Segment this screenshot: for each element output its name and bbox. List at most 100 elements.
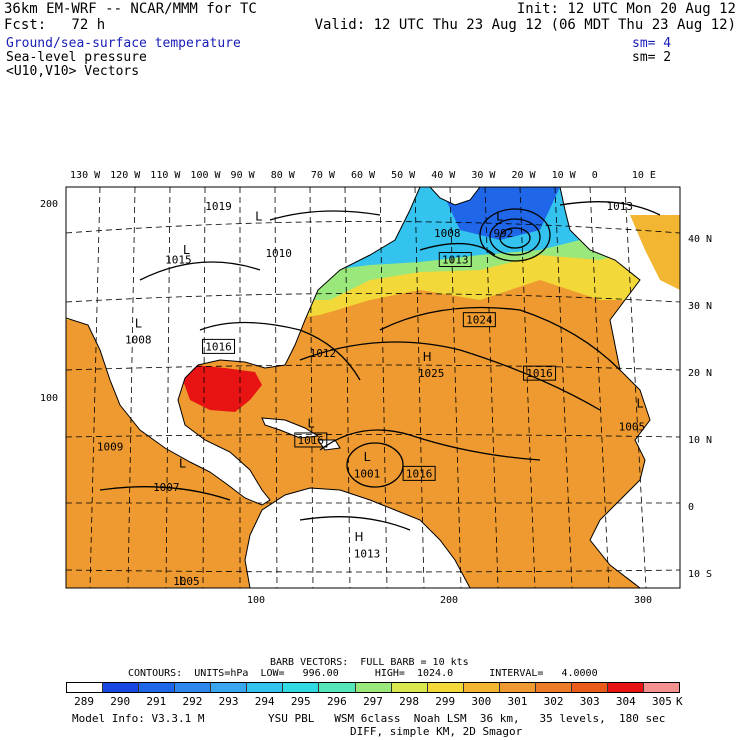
pressure-label-box [523,365,557,381]
colorbar-segment [282,683,319,692]
colorbar-label: 295 [290,695,311,708]
pressure-label: 1015 [165,254,192,267]
grid-x-300: 300 [634,595,653,606]
low-center-marker: L [179,574,186,588]
colorbar-label: 298 [399,695,420,708]
colorbar-segment [318,683,355,692]
latitude-label: 0 [688,501,695,513]
diffusion-info: DIFF, simple KM, 2D Smagor [350,725,523,738]
gulf-warm-pool [180,365,262,412]
pressure-label-box [201,338,235,354]
pressure-label: 1019 [205,200,232,213]
colorbar-label: 289 [74,695,94,708]
latitude-label: 10 N [688,434,713,446]
pressure-label-box [294,432,328,448]
longitude-label: 90 W [230,170,255,181]
pressure-label: 1025 [418,367,445,380]
north-america-land [66,187,421,506]
field-wind-label: <U10,V10> Vectors [6,64,140,79]
latitude-label: 40 N [688,234,713,246]
latitude-label: 10 S [688,568,713,580]
longitude-label: 100 W [190,170,221,181]
valid-time: Valid: 12 UTC Thu 23 Aug 12 (06 MDT Thu … [314,17,736,33]
longitude-label: 60 W [350,170,376,181]
longitude-label: 80 W [270,170,295,181]
pressure-label: 1013 [442,254,469,267]
colorbar-label: 301 [507,695,528,708]
longitude-label: 10 W [551,170,576,181]
longitude-label: 20 W [511,170,536,181]
pressure-labels: 1008 1013 992 1013 1019 1010 1015 1024 1012 1016 1… [97,200,645,588]
longitude-label: 30 W [471,170,496,181]
colorbar-segment [534,683,571,692]
colorbar-label: 297 [363,695,383,708]
africa-warm-land [630,215,680,290]
colorbar-label: 299 [435,695,456,708]
colorbar-segment [246,683,283,692]
longitude-label: 130 W [70,170,101,181]
field-sst-label: Ground/sea-surface temperature [6,36,241,51]
longitude-label: 110 W [150,170,181,181]
longitude-label: 120 W [110,170,141,181]
grid-x-100: 100 [247,595,266,606]
low-center-marker: L [496,209,503,223]
longitude-label: 40 W [431,170,456,181]
low-center-marker: L [637,397,644,411]
colorbar-label: 302 [543,695,564,708]
colorbar-unit: K [676,695,683,708]
colorbar-segment [462,683,499,692]
isobars [99,201,661,531]
init-time: Init: 12 UTC Mon 20 Aug 12 [516,1,736,17]
colorbar-segment [67,683,103,692]
map-frame [65,186,681,589]
colorbar-segment [390,683,427,692]
low-center-marker: L [183,243,190,257]
colorbar-label: 300 [471,695,492,708]
sst-colorbar [66,682,680,693]
pressure-label: 1005 [619,421,646,434]
colorbar-label: 291 [146,695,167,708]
low-center-marker: L [135,316,142,330]
physics-info: YSU PBL WSM 6class Noah LSM 36 km, 35 le… [268,712,666,725]
colorbar-segment [498,683,535,692]
grid-y-100: 100 [40,393,59,404]
colorbar-segment [138,683,175,692]
model-title: 36km EM-WRF -- NCAR/MMM for TC [4,1,257,17]
high-center-marker: H [423,350,432,364]
europe-africa-land [559,187,680,588]
pressure-label: 1008 [434,227,461,240]
field-slp-label: Sea-level pressure [6,50,147,65]
colorbar-segment [643,683,680,692]
field-slp-smoothing: sm= 2 [632,50,672,65]
pressure-label-box [402,465,436,481]
pressure-label: 1013 [354,548,381,561]
low-center-marker: L [307,417,314,431]
pressure-label-box [462,312,496,328]
pressure-label: 1009 [97,441,124,454]
colorbar-segment [570,683,607,692]
colorbar-segment [606,683,643,692]
pressure-label: 1016 [406,467,433,480]
pressure-label: 1016 [205,340,232,353]
high-center-marker: H [354,530,363,544]
grid-y-200: 200 [40,199,59,210]
colorbar-segment [102,683,139,692]
pressure-label: 1007 [153,481,180,494]
colorbar-label: 290 [110,695,131,708]
pressure-label-box [438,252,472,268]
colorbar-label: 303 [579,695,600,708]
pressure-label: 1010 [265,247,292,260]
latitude-label: 30 N [688,301,713,313]
grid-x-200: 200 [440,595,459,606]
greenland-land [429,187,481,206]
pressure-label: 1008 [125,334,152,347]
pressure-label: 1016 [298,434,325,447]
colorbar-label: 292 [182,695,203,708]
colorbar-label: 304 [615,695,636,708]
colorbar-segment [354,683,391,692]
longitude-label: 10 E [631,170,656,181]
pressure-label: 1001 [354,467,381,480]
longitude-label: 0 [591,170,598,181]
longitude-label: 50 W [391,170,416,181]
colorbar-segment [210,683,247,692]
